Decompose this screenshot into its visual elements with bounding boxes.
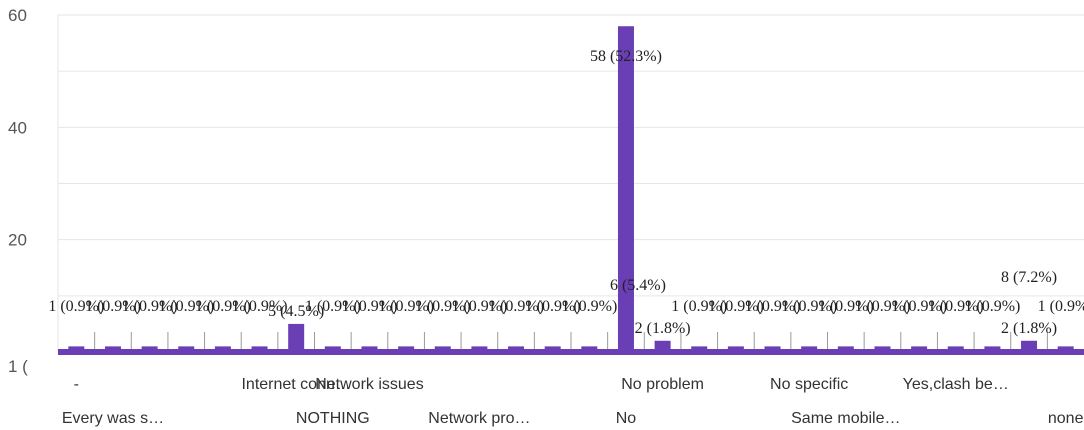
x-tick-label: Yes,clash be… (903, 376, 1009, 393)
x-tick-label: No problem (621, 376, 704, 393)
data-label: 5 (4.5%) (268, 303, 324, 320)
data-label: 1 (0.9%) (854, 298, 910, 315)
x-axis-baseline (58, 349, 1084, 355)
data-label: 1 (0.9%) (85, 298, 141, 315)
data-label: 1 (0.9%) (195, 298, 251, 315)
data-label: 1 (0.9%) (561, 298, 617, 315)
data-label: 6 (5.4%) (610, 277, 666, 294)
y-tick-label: 20 (8, 231, 27, 250)
data-label: 1 (0.9%) (745, 298, 801, 315)
data-label: 58 (52.3%) (590, 48, 662, 65)
data-label: 1 (0.9%) (671, 298, 727, 315)
x-tick-label: No specific (770, 376, 848, 393)
data-label: 1 (0.9%) (488, 298, 544, 315)
bar (654, 340, 671, 352)
data-label: 1 (0.9%) (232, 298, 288, 315)
data-label: 1 (0.9%) (891, 298, 947, 315)
x-tick-label: - (74, 376, 79, 393)
x-tick-label: none (1048, 410, 1084, 427)
data-label: 1 (0.9%) (708, 298, 764, 315)
y-tick-label: 40 (8, 118, 27, 137)
data-label: 1 (0.9%) (158, 298, 214, 315)
data-label: 2 (1.8%) (635, 320, 691, 337)
data-label: 1 (0.9%) (415, 298, 471, 315)
bar (288, 323, 305, 352)
data-label: 2 (1.8%) (1001, 320, 1057, 337)
bar (617, 26, 634, 352)
y-tick-label: 60 (8, 6, 27, 25)
data-label: 1 (0.9%) (818, 298, 874, 315)
x-tick-label: Internet conn… (241, 376, 350, 393)
x-tick-label: Every was s… (62, 410, 164, 427)
bar (1021, 340, 1038, 352)
data-label: 1 (0.9%) (964, 298, 1020, 315)
data-label: 8 (7.2%) (1001, 269, 1057, 286)
x-tick-label: Network pro… (428, 410, 530, 427)
data-label: 1 (0.9%) (48, 298, 104, 315)
data-label: 1 (0.9%) (378, 298, 434, 315)
data-label: 1 (0.9%) (525, 298, 581, 315)
x-tick-label: Same mobile… (791, 410, 900, 427)
x-tick-label: No (616, 410, 637, 427)
data-label: 1 (0.9%) (305, 298, 361, 315)
data-label: 1 (0.9%) (781, 298, 837, 315)
x-tick-label: NOTHING (296, 410, 370, 427)
data-label: 1 (0.9%) (451, 298, 507, 315)
data-label: 1 (0.9%) (122, 298, 178, 315)
data-label: 1 (0.9%) (341, 298, 397, 315)
data-label: 1 (0.9%) (1038, 298, 1084, 315)
y-tick-label: 1 ( (8, 357, 28, 376)
data-label: 1 (0.9%) (928, 298, 984, 315)
x-tick-label: Network issues (315, 376, 423, 393)
